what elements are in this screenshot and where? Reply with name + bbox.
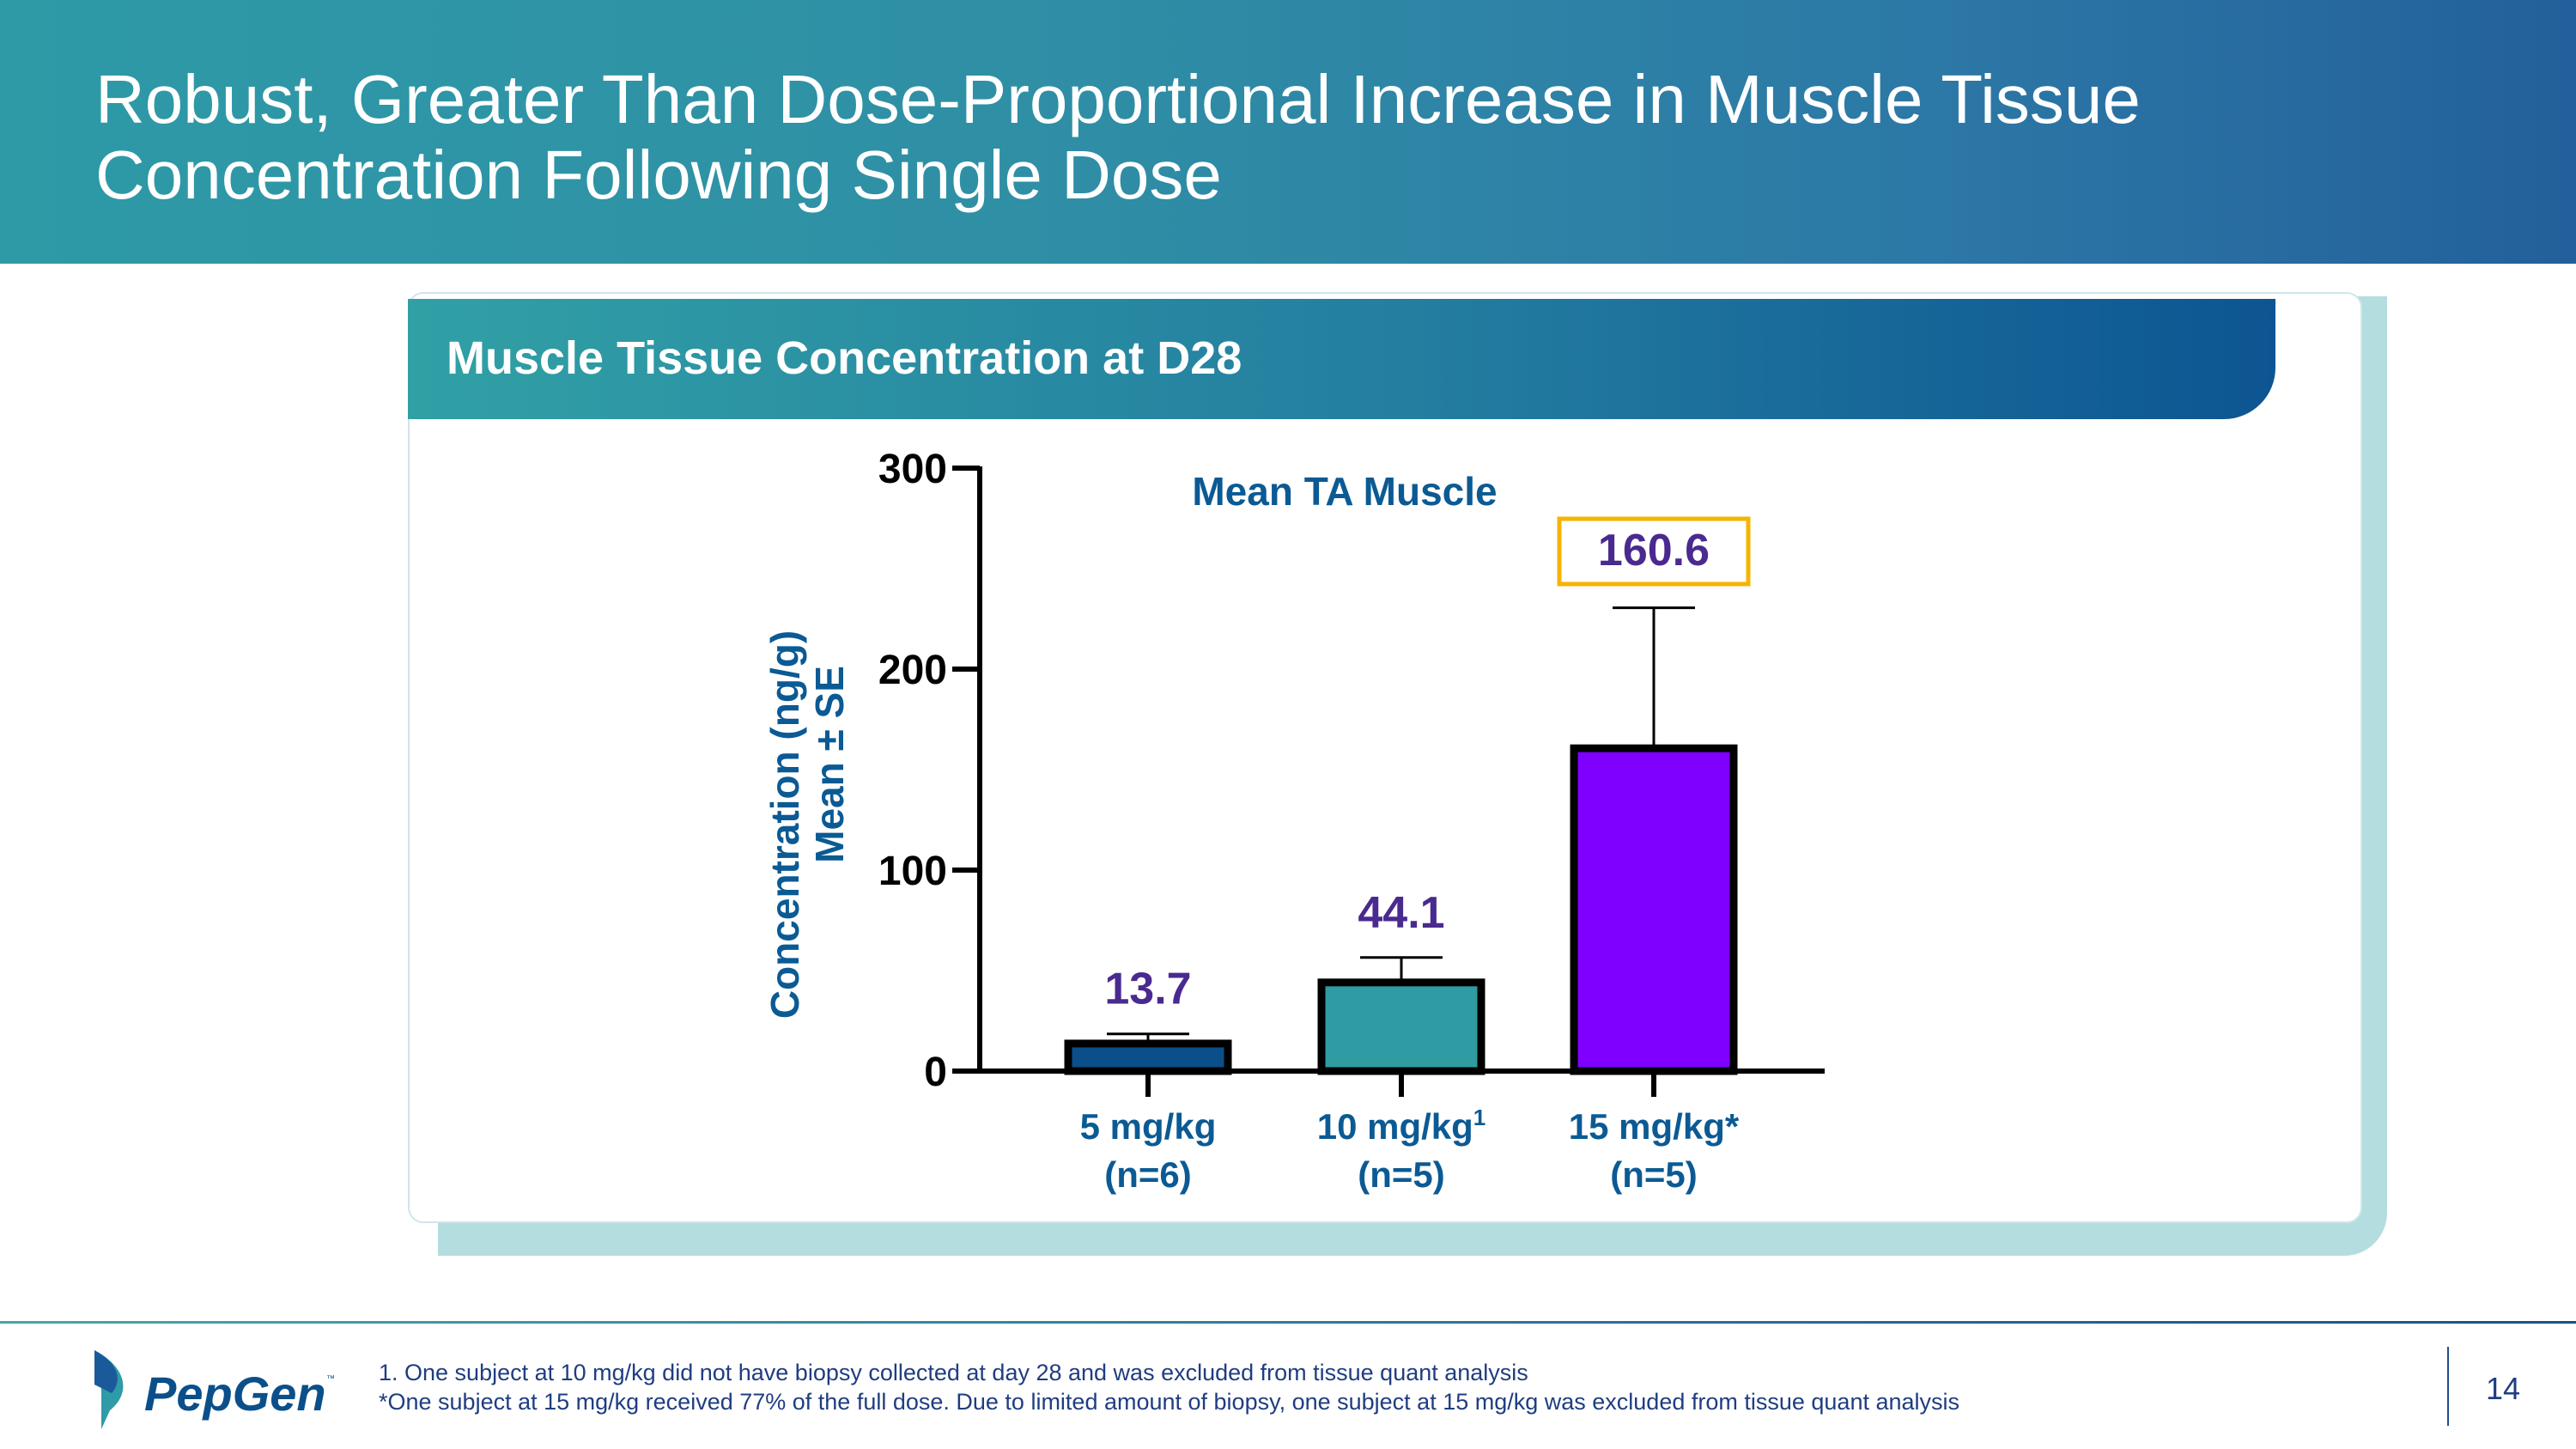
bar-5-mg-kg — [1064, 1039, 1232, 1075]
x-tick-label: 15 mg/kg* — [1569, 1106, 1740, 1147]
x-tick-sublabel: (n=5) — [1358, 1154, 1445, 1195]
y-tick-label: 300 — [878, 447, 947, 492]
y-axis-label-line1: Concentration (ng/g) — [762, 630, 807, 1019]
y-tick-label: 0 — [924, 1050, 947, 1095]
footer-divider — [0, 1321, 2576, 1324]
page-divider — [2447, 1347, 2449, 1426]
bars: 13.7 5 mg/kg (n=6) 44.1 10 mg/kg1 (n=5) 160.6 1… — [1064, 516, 1751, 1195]
x-tick-label: 10 mg/kg1 — [1317, 1105, 1486, 1147]
footnote-1: 1. One subject at 10 mg/kg did not have … — [379, 1360, 1528, 1385]
value-label: 13.7 — [1104, 965, 1191, 1014]
value-label: 160.6 — [1598, 526, 1710, 575]
svg-text:™: ™ — [326, 1374, 335, 1384]
header-banner: Robust, Greater Than Dose-Proportional I… — [0, 0, 2576, 264]
bar-10-mg-kg — [1317, 978, 1485, 1075]
y-tick-label: 100 — [878, 849, 947, 894]
page-number: 14 — [2486, 1371, 2521, 1406]
x-tick-sublabel: (n=5) — [1610, 1154, 1698, 1195]
value-label: 44.1 — [1358, 888, 1444, 938]
title-line-1: Robust, Greater Than Dose-Proportional I… — [95, 61, 2141, 137]
x-tick-sublabel: (n=6) — [1104, 1154, 1192, 1195]
chart-title: Mean TA Muscle — [1192, 469, 1497, 514]
svg-text:PepGen: PepGen — [144, 1367, 326, 1421]
footnote-2: *One subject at 15 mg/kg received 77% of… — [379, 1389, 1960, 1415]
title-line-2: Concentration Following Single Dose — [95, 137, 1222, 213]
card-title: Muscle Tissue Concentration at D28 — [447, 332, 1242, 384]
pepgen-logo: PepGen ™ — [93, 1350, 350, 1436]
x-tick-label: 5 mg/kg — [1080, 1106, 1217, 1147]
footnote-superscript: 1 — [1473, 1105, 1485, 1130]
y-tick-label: 200 — [878, 648, 947, 693]
bar-15-mg-kg- — [1570, 744, 1738, 1075]
value-label-highlight-box — [1557, 516, 1751, 587]
card-header: Muscle Tissue Concentration at D28 — [408, 299, 2275, 419]
slide-title: Robust, Greater Than Dose-Proportional I… — [95, 62, 2141, 213]
y-axis-label-line2: Mean ± SE — [807, 666, 852, 863]
